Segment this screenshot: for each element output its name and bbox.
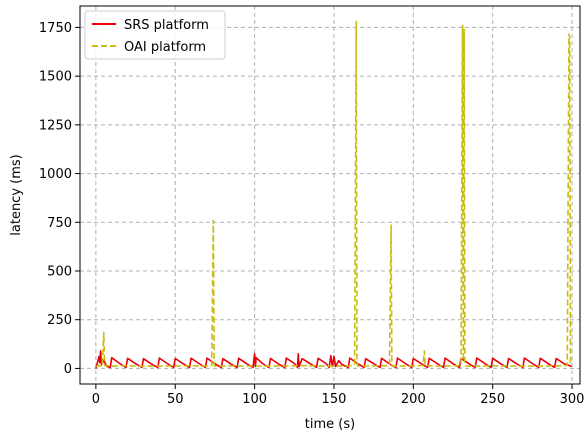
y-tick-label: 1250 — [39, 118, 72, 133]
y-tick-label: 1750 — [39, 21, 72, 36]
y-tick-label: 0 — [64, 362, 72, 377]
legend: SRS platform OAI platform — [84, 10, 226, 60]
series-layer — [95, 20, 573, 369]
y-axis-label: latency (ms) — [9, 154, 24, 235]
legend-label-srs: SRS platform — [124, 18, 209, 33]
x-tick-label: 200 — [401, 392, 426, 407]
legend-label-oai: OAI platform — [124, 40, 206, 55]
grid-lines — [80, 6, 580, 384]
series-line-0 — [95, 350, 573, 369]
x-tick-label: 0 — [92, 392, 100, 407]
x-axis-label: time (s) — [305, 417, 355, 432]
legend-box — [84, 10, 226, 60]
y-tick-label: 1500 — [39, 70, 72, 85]
y-tick-label: 750 — [47, 216, 72, 231]
series-line-1 — [95, 20, 573, 368]
x-tick-label: 50 — [167, 392, 184, 407]
x-tick-label: 150 — [322, 392, 347, 407]
y-tick-label: 250 — [47, 313, 72, 328]
y-tick-label: 500 — [47, 264, 72, 279]
x-tick-label: 100 — [242, 392, 267, 407]
y-tick-label: 1000 — [39, 167, 72, 182]
plot-frame — [79, 5, 581, 385]
x-tick-label: 300 — [560, 392, 585, 407]
axis-ticks: 0 50 100 150 200 250 300 0 250 500 750 1000 1250 1500… — [39, 21, 585, 407]
x-tick-label: 250 — [480, 392, 505, 407]
